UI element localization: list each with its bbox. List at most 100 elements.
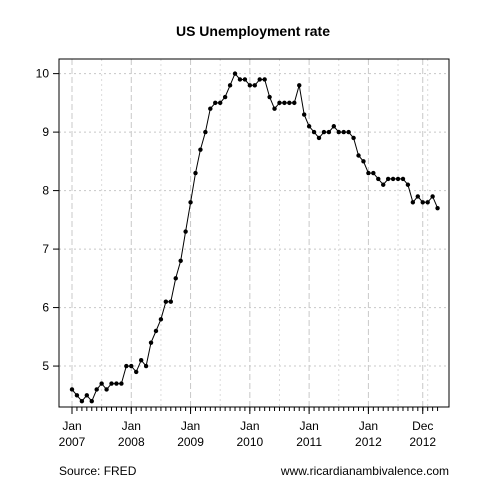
data-point <box>114 381 119 386</box>
data-point <box>213 100 218 106</box>
data-point <box>74 393 80 398</box>
data-point <box>198 147 203 152</box>
data-point <box>277 100 282 106</box>
x-tick-label-month: Jan <box>62 419 81 433</box>
y-tick-label: 8 <box>42 184 49 198</box>
data-point <box>104 387 109 392</box>
data-point <box>356 153 361 158</box>
data-point <box>143 363 149 369</box>
x-tick-label-year: 2011 <box>296 435 322 449</box>
data-point <box>218 100 223 106</box>
data-point <box>331 124 337 129</box>
data-point <box>94 387 99 392</box>
data-point <box>326 129 332 135</box>
data-point <box>306 124 312 129</box>
data-point <box>247 83 253 88</box>
data-point <box>311 129 317 135</box>
data-point <box>262 77 267 82</box>
data-point <box>203 129 208 135</box>
x-tick-label-year: 2009 <box>177 435 204 449</box>
x-tick-label-month: Jan <box>359 419 378 433</box>
data-point <box>227 83 233 88</box>
data-point <box>183 229 188 234</box>
data-point <box>366 170 371 176</box>
data-point <box>208 106 213 111</box>
x-tick-label-year: 2012 <box>355 435 382 449</box>
data-point <box>138 358 144 363</box>
x-tick-label-month: Jan <box>299 419 318 433</box>
data-point <box>188 200 193 205</box>
data-point <box>287 100 292 106</box>
x-axis: Jan 2007 Jan 2008 Jan 2009 Jan 2010 Jan 2011 Jan 20… <box>59 407 439 449</box>
data-point <box>385 176 391 182</box>
data-point <box>410 200 416 205</box>
data-point <box>168 299 173 304</box>
source-note: Source: FRED <box>59 464 137 478</box>
x-tick-label-year: 2010 <box>236 435 263 449</box>
data-point <box>158 317 164 322</box>
data-point <box>178 258 183 263</box>
data-point <box>371 170 376 176</box>
data-point <box>79 398 85 404</box>
data-point <box>395 176 401 182</box>
y-tick-label: 10 <box>36 67 50 81</box>
data-point <box>346 129 351 135</box>
data-point <box>292 100 297 106</box>
data-point <box>415 194 420 199</box>
y-tick-label: 5 <box>42 359 49 373</box>
data-point <box>84 393 90 398</box>
data-point <box>163 299 169 304</box>
data-point <box>376 176 381 182</box>
x-tick-label-year: 2012 <box>409 435 436 449</box>
series-unemployment-rate <box>69 71 440 404</box>
data-point <box>148 340 154 345</box>
data-point <box>301 112 307 117</box>
website-credit: www.ricardianambivalence.com <box>280 464 449 478</box>
data-point <box>153 328 159 334</box>
data-point <box>381 182 386 187</box>
data-point <box>282 100 287 106</box>
data-point <box>89 398 94 404</box>
data-point <box>237 77 243 82</box>
data-point <box>316 135 322 141</box>
data-point <box>193 170 198 176</box>
data-point <box>405 182 411 187</box>
data-point <box>129 363 134 369</box>
x-tick-label-month: Jan <box>122 419 141 433</box>
y-tick-label: 6 <box>42 301 49 315</box>
plot-frame <box>58 58 450 408</box>
data-point <box>297 83 302 88</box>
data-point <box>257 77 262 82</box>
data-point <box>272 106 277 111</box>
x-tick-label-month: Dec <box>412 419 433 433</box>
data-point <box>222 94 228 100</box>
data-point <box>267 94 272 100</box>
data-point <box>109 381 114 386</box>
data-point <box>321 129 327 135</box>
data-point <box>361 159 366 164</box>
data-point <box>134 369 139 375</box>
data-point <box>420 200 425 205</box>
data-point <box>252 83 257 88</box>
series-line <box>71 72 439 403</box>
data-point <box>351 135 356 141</box>
data-point <box>99 381 104 386</box>
data-point <box>242 77 248 82</box>
x-tick-label-year: 2008 <box>118 435 145 449</box>
data-point <box>124 363 129 369</box>
chart-title: US Unemployment rate <box>176 23 330 39</box>
y-axis: 5 6 7 8 9 10 <box>36 67 59 373</box>
y-tick-label: 7 <box>42 242 49 256</box>
x-tick-label-month: Jan <box>240 419 259 433</box>
data-point <box>173 276 178 281</box>
data-point <box>430 194 435 199</box>
x-tick-label-month: Jan <box>181 419 200 433</box>
x-tick-label-year: 2007 <box>59 435 86 449</box>
data-point <box>425 200 430 205</box>
data-point <box>232 71 238 76</box>
data-point <box>400 176 406 182</box>
data-point <box>390 176 396 182</box>
data-point <box>69 387 75 392</box>
data-point <box>341 129 346 135</box>
